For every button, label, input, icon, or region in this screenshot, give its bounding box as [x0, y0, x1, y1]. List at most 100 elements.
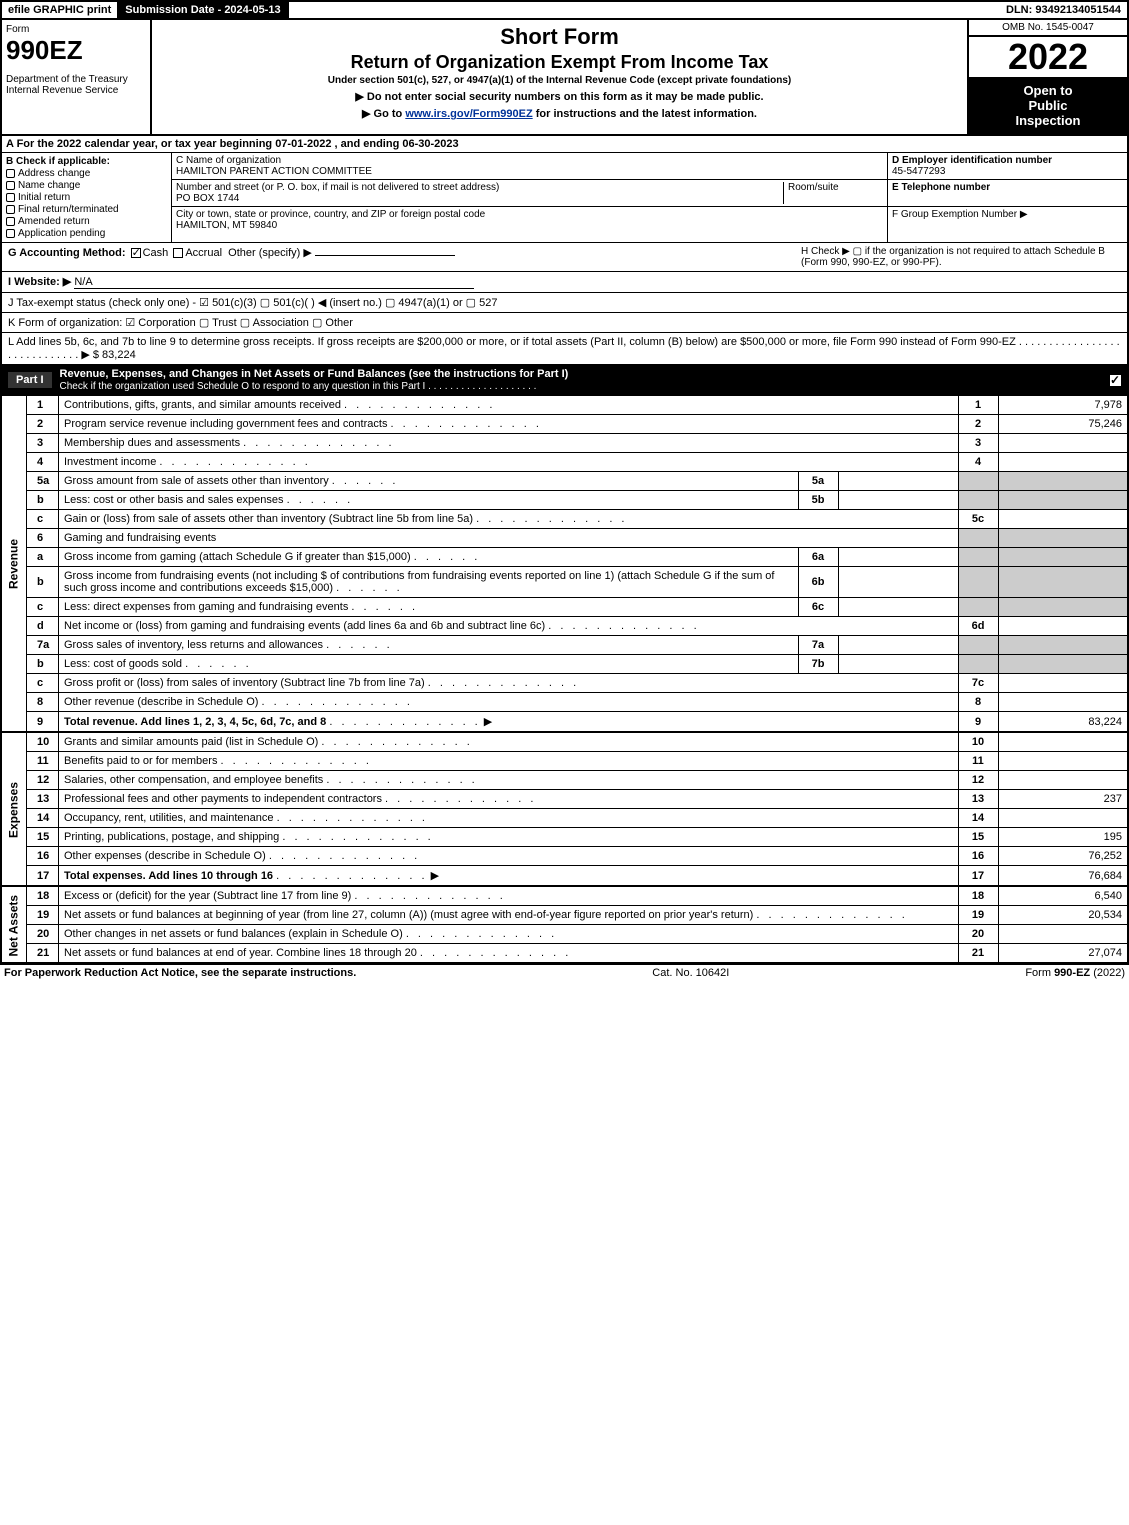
c-city-label: City or town, state or province, country… [176, 209, 485, 220]
table-row: 15Printing, publications, postage, and s… [1, 828, 1128, 847]
line-ref: 14 [958, 809, 998, 828]
line-number: 21 [27, 944, 59, 964]
subline-value [838, 472, 958, 491]
grey-cell [998, 472, 1128, 491]
line-description: Gaming and fundraising events [59, 529, 959, 548]
line-ref: 16 [958, 847, 998, 866]
table-row: 9Total revenue. Add lines 1, 2, 3, 4, 5c… [1, 712, 1128, 732]
line-number: b [27, 655, 59, 674]
table-row: 13Professional fees and other payments t… [1, 790, 1128, 809]
line-number: 12 [27, 771, 59, 790]
line-amount [998, 434, 1128, 453]
line-ref: 11 [958, 752, 998, 771]
ein-label: D Employer identification number [892, 155, 1123, 166]
open-line1: Open to [975, 83, 1121, 98]
line-ref: 10 [958, 733, 998, 752]
subline-label: 5a [798, 472, 838, 491]
chk-name-change[interactable]: Name change [6, 180, 167, 191]
table-row: 8Other revenue (describe in Schedule O) … [1, 693, 1128, 712]
line-amount [998, 510, 1128, 529]
footer-left: For Paperwork Reduction Act Notice, see … [4, 967, 356, 979]
table-row: cGross profit or (loss) from sales of in… [1, 674, 1128, 693]
table-row: cLess: direct expenses from gaming and f… [1, 598, 1128, 617]
line-description: Other revenue (describe in Schedule O) .… [59, 693, 959, 712]
grey-cell [998, 529, 1128, 548]
line-j: J Tax-exempt status (check only one) - ☑… [0, 293, 1129, 313]
part-i-checkbox[interactable] [1110, 375, 1121, 386]
line-description: Gross income from fundraising events (no… [59, 567, 799, 598]
line-number: b [27, 491, 59, 510]
line-amount [998, 809, 1128, 828]
l-amount: 83,224 [102, 349, 136, 361]
line-number: 1 [27, 396, 59, 415]
line-number: b [27, 567, 59, 598]
chk-final-return[interactable]: Final return/terminated [6, 204, 167, 215]
line-ref: 1 [958, 396, 998, 415]
line-description: Other changes in net assets or fund bala… [59, 925, 959, 944]
table-row: 12Salaries, other compensation, and empl… [1, 771, 1128, 790]
line-description: Net income or (loss) from gaming and fun… [59, 617, 959, 636]
chk-address-change[interactable]: Address change [6, 168, 167, 179]
form-header: Form 990EZ Department of the Treasury In… [0, 20, 1129, 136]
part-i-header: Part I Revenue, Expenses, and Changes in… [0, 365, 1129, 395]
dln: DLN: 93492134051544 [1000, 2, 1127, 18]
subline-label: 5b [798, 491, 838, 510]
omb-number: OMB No. 1545-0047 [969, 20, 1127, 37]
line-number: 6 [27, 529, 59, 548]
group-exemption-label: F Group Exemption Number ▶ [892, 209, 1123, 220]
open-line3: Inspection [975, 113, 1121, 128]
line-number: 18 [27, 887, 59, 906]
line-ref: 12 [958, 771, 998, 790]
chk-initial-return[interactable]: Initial return [6, 192, 167, 203]
tax-year: 2022 [969, 37, 1127, 77]
line-number: 3 [27, 434, 59, 453]
irs-label: Internal Revenue Service [6, 85, 146, 96]
form-label: Form [6, 24, 146, 35]
grey-cell [958, 636, 998, 655]
line-description: Gross sales of inventory, less returns a… [59, 636, 799, 655]
line-number: 5a [27, 472, 59, 491]
chk-cash[interactable] [131, 248, 141, 258]
grey-cell [998, 491, 1128, 510]
line-number: 2 [27, 415, 59, 434]
line-ref: 2 [958, 415, 998, 434]
line-number: 15 [27, 828, 59, 847]
line-amount: 195 [998, 828, 1128, 847]
table-row: cGain or (loss) from sale of assets othe… [1, 510, 1128, 529]
ein-value: 45-5477293 [892, 166, 1123, 177]
line-description: Program service revenue including govern… [59, 415, 959, 434]
grey-cell [958, 529, 998, 548]
table-row: 6Gaming and fundraising events [1, 529, 1128, 548]
c-addr-label: Number and street (or P. O. box, if mail… [176, 182, 783, 193]
table-row: 4Investment income . . . . . . . . . . .… [1, 453, 1128, 472]
subline-value [838, 598, 958, 617]
grey-cell [958, 472, 998, 491]
line-description: Membership dues and assessments . . . . … [59, 434, 959, 453]
table-row: 14Occupancy, rent, utilities, and mainte… [1, 809, 1128, 828]
line-number: 14 [27, 809, 59, 828]
line-number: c [27, 674, 59, 693]
irs-link[interactable]: www.irs.gov/Form990EZ [405, 108, 532, 120]
grey-cell [958, 548, 998, 567]
line-number: 16 [27, 847, 59, 866]
subline-label: 6a [798, 548, 838, 567]
section-c: C Name of organization HAMILTON PARENT A… [172, 153, 887, 242]
line-number: c [27, 598, 59, 617]
line-g-h: G Accounting Method: Cash Accrual Other … [0, 243, 1129, 272]
line-amount [998, 674, 1128, 693]
open-to-public: Open to Public Inspection [969, 77, 1127, 134]
line-amount: 76,684 [998, 866, 1128, 886]
subline-value [838, 567, 958, 598]
line-ref: 4 [958, 453, 998, 472]
line-number: a [27, 548, 59, 567]
section-vlabel: Revenue [1, 396, 27, 732]
chk-amended-return[interactable]: Amended return [6, 216, 167, 227]
revenue-table: Revenue1Contributions, gifts, grants, an… [0, 395, 1129, 732]
chk-accrual[interactable] [173, 248, 183, 258]
line-description: Professional fees and other payments to … [59, 790, 959, 809]
grey-cell [998, 598, 1128, 617]
table-row: 20Other changes in net assets or fund ba… [1, 925, 1128, 944]
line-amount: 27,074 [998, 944, 1128, 964]
line-amount [998, 752, 1128, 771]
chk-application-pending[interactable]: Application pending [6, 228, 167, 239]
